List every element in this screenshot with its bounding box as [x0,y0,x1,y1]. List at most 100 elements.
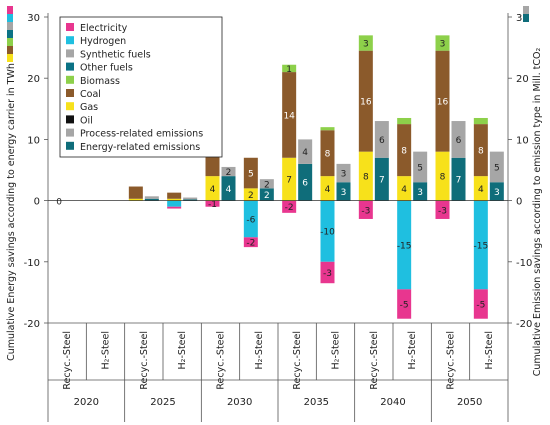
emission-bar-segment [413,182,428,201]
year-label: 2025 [150,397,175,408]
energy-data-label: 1 [286,65,292,75]
left-color-strip-segment [7,54,13,62]
energy-data-label: 7 [286,176,292,186]
energy-bar-segment [282,72,297,158]
energy-bar-segment [473,200,488,290]
right-color-strip-segment [523,6,529,14]
energy-bar-segment [128,198,143,201]
legend-swatch [66,36,74,45]
emission-bar-segment [413,151,428,183]
legend-swatch [66,141,74,150]
legend-label: Process-related emissions [80,129,203,140]
legend-label: Other fuels [80,63,133,74]
left-tick-label: 10 [27,135,40,146]
energy-data-label: -5 [400,301,409,311]
energy-bar-segment [320,176,335,201]
energy-bar-segment [397,117,412,125]
energy-bar-segment [320,130,335,177]
emission-data-label: 4 [302,148,308,158]
left-color-strip-segment [7,22,13,30]
category-label: Recyc.-Steel [446,331,457,390]
energy-data-label: 4 [325,185,331,195]
energy-data-label: 5 [248,170,254,180]
emission-bar-segment [183,197,198,200]
left-color-strip-segment [7,38,13,46]
category-label: H₂-Steel [484,331,495,369]
legend-label: Gas [80,102,98,113]
emission-data-label: 2 [226,168,232,178]
energy-data-label: -10 [320,228,335,238]
emission-bar-segment [336,182,351,201]
emission-data-label: 2 [264,180,270,190]
category-label: Recyc.-Steel [216,331,227,390]
energy-data-label: 16 [437,98,449,108]
energy-data-label: -3 [361,206,370,216]
data-labels: 049-14225-6-2227141-26448-10-3338163-376… [56,40,499,311]
category-label: H₂-Steel [101,331,112,369]
energy-bar-segment [205,176,220,201]
category-label: Recyc.-Steel [139,331,150,390]
energy-data-label: -6 [246,215,255,225]
legend-label: Electricity [80,23,128,34]
energy-bar-segment [243,188,258,201]
right-tick-label: -10 [516,258,532,269]
energy-data-label: -3 [323,269,332,279]
energy-bar-segment [435,151,450,201]
year-label: 2035 [304,397,329,408]
energy-data-label: 14 [283,111,295,121]
energy-data-label: 4 [210,185,216,195]
legend-swatch [66,89,74,97]
energy-bar-segment [243,237,258,248]
emission-bar-segment [489,151,504,183]
energy-bar-segment [397,289,412,319]
legend-swatch [66,49,74,58]
energy-bar-segment [243,157,258,189]
left-tick-label: 0 [34,197,40,208]
right-tick-label: 10 [516,135,529,146]
left-color-strip-segment [7,6,13,14]
energy-bar-segment [167,198,182,201]
emission-data-label: 5 [417,163,423,173]
emission-data-label: 7 [379,176,385,186]
legend-swatch [66,62,74,71]
emission-bar-segment [144,196,159,199]
legend-box [59,16,223,158]
emission-bar-segment [259,179,274,189]
legend-swatch [66,102,74,111]
category-label: H₂-Steel [407,331,418,369]
legend-label: Biomass [80,76,120,87]
energy-bar-segment [358,50,373,152]
year-label: 2050 [457,397,482,408]
energy-bar-segment [282,64,297,73]
energy-data-label: -2 [285,203,294,213]
energy-data-label: -3 [438,206,447,216]
energy-bar-segment [473,289,488,319]
emission-bar-segment [221,166,236,177]
energy-bar-segment [167,206,182,209]
right-color-strip-segment [523,14,529,22]
left-color-strip-segment [7,14,13,22]
bar-series [128,35,504,319]
energy-bar-segment [282,200,297,213]
energy-bar-segment [243,200,258,238]
legend-label: Synthetic fuels [80,49,151,60]
emission-bar-segment [374,121,389,158]
emission-data-label: 6 [379,136,385,146]
category-label: H₂-Steel [331,331,342,369]
left-tick-label: -20 [24,319,40,330]
energy-data-label: 8 [363,173,369,183]
energy-bar-segment [282,157,297,201]
energy-data-label: -5 [476,301,485,311]
legend: Electricity Hydrogen Synthetic fuels Other … [59,16,223,158]
energy-bar-segment [167,200,182,207]
emission-bar-segment [336,163,351,183]
legend-label: Oil [80,115,93,126]
emission-bar-segment [259,188,274,201]
right-tick-label: -20 [516,319,532,330]
energy-bar-segment [473,117,488,125]
year-label: 2020 [74,397,99,408]
energy-bar-segment [435,50,450,152]
emission-data-label: 3 [494,188,500,198]
left-axis-title: Cumulative Energy savings according to e… [6,63,17,361]
